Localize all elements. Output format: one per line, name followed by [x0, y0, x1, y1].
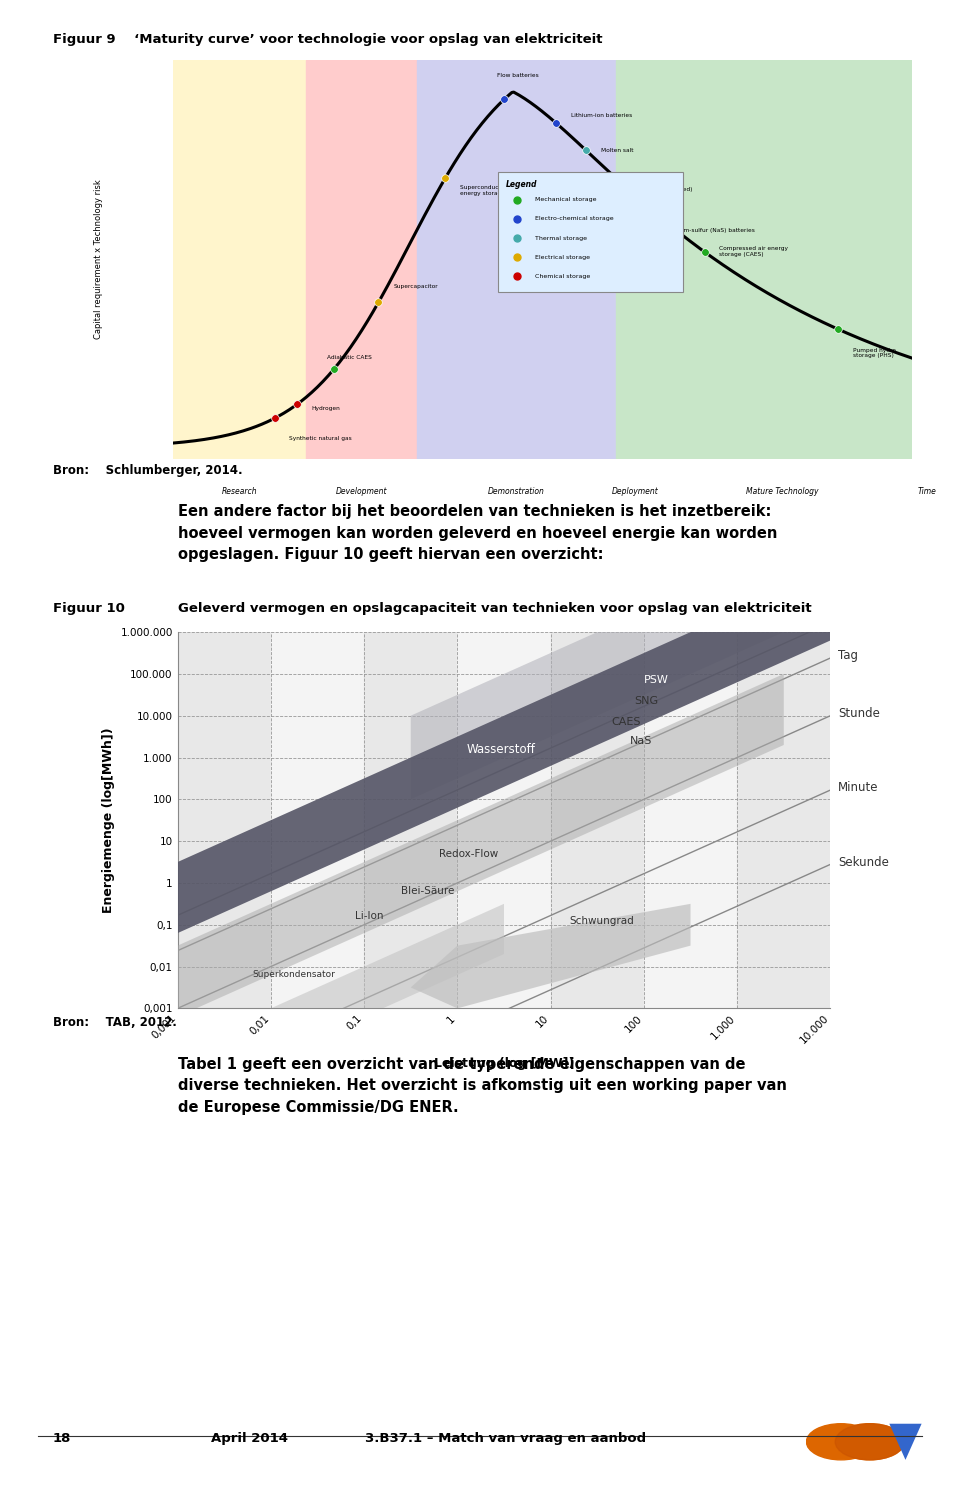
Text: Electrical storage: Electrical storage: [535, 254, 590, 260]
Bar: [737, 632, 830, 1008]
Text: Mechanical storage: Mechanical storage: [535, 197, 596, 202]
Text: Figuur 9    ‘Maturity curve’ voor technologie voor opslag van elektriciteit: Figuur 9 ‘Maturity curve’ voor technolog…: [53, 33, 602, 47]
Bar: [306, 60, 417, 459]
Text: Blei-Säure: Blei-Säure: [401, 886, 455, 897]
Text: Bron:    TAB, 2012.: Bron: TAB, 2012.: [53, 1016, 177, 1029]
Y-axis label: Energiemenge (log[MWh]): Energiemenge (log[MWh]): [102, 727, 115, 914]
Bar: [364, 632, 457, 1008]
Bar: [457, 632, 551, 1008]
Polygon shape: [178, 674, 783, 1017]
Bar: [417, 60, 616, 459]
Text: NaS: NaS: [630, 736, 652, 746]
Bar: [498, 172, 683, 292]
Text: Flow batteries: Flow batteries: [497, 72, 539, 78]
Text: Stunde: Stunde: [838, 707, 879, 719]
Text: Thermal storage: Thermal storage: [535, 236, 587, 241]
Text: Pumped hydro
storage (PHS): Pumped hydro storage (PHS): [852, 348, 896, 358]
Bar: [616, 60, 912, 459]
Text: Synthetic natural gas: Synthetic natural gas: [290, 435, 352, 441]
Circle shape: [806, 1424, 876, 1460]
Text: Deployment: Deployment: [612, 488, 659, 497]
Polygon shape: [411, 905, 690, 1008]
Text: CAES: CAES: [612, 716, 640, 727]
Polygon shape: [178, 905, 504, 1100]
Text: Chemical storage: Chemical storage: [535, 274, 590, 278]
Text: Superconducting magnetic
energy storage (SMES): Superconducting magnetic energy storage …: [460, 185, 540, 196]
Text: Li-Ion: Li-Ion: [355, 912, 383, 921]
Text: Electro-chemical storage: Electro-chemical storage: [535, 217, 613, 221]
Text: Wasserstoff: Wasserstoff: [467, 742, 536, 756]
Circle shape: [835, 1424, 904, 1460]
Bar: [551, 632, 644, 1008]
Text: Legend: Legend: [506, 181, 537, 188]
Bar: [178, 632, 271, 1008]
Text: Research: Research: [222, 488, 257, 497]
Text: Geleverd vermogen en opslagcapaciteit van technieken voor opslag van elektricite: Geleverd vermogen en opslagcapaciteit va…: [178, 602, 811, 616]
Text: Supercapacitor: Supercapacitor: [394, 284, 438, 289]
Text: PSW: PSW: [644, 676, 669, 685]
Text: 3.B37.1 – Match van vraag en aanbod: 3.B37.1 – Match van vraag en aanbod: [365, 1431, 646, 1445]
Text: Mature Technology: Mature Technology: [746, 488, 819, 497]
Text: Demonstration: Demonstration: [488, 488, 545, 497]
Text: Hydrogen: Hydrogen: [312, 406, 341, 411]
Text: Figuur 10: Figuur 10: [53, 602, 125, 616]
Text: Time: Time: [918, 488, 936, 497]
Text: Superkondensator: Superkondensator: [252, 971, 335, 980]
Text: Lithium-ion batteries: Lithium-ion batteries: [571, 113, 633, 117]
Polygon shape: [178, 569, 830, 933]
Text: 18: 18: [53, 1431, 71, 1445]
Bar: [644, 632, 737, 1008]
Polygon shape: [411, 528, 830, 799]
Text: Bron:    Schlumberger, 2014.: Bron: Schlumberger, 2014.: [53, 464, 243, 477]
Text: Sodium-sulfur (NaS) batteries: Sodium-sulfur (NaS) batteries: [667, 229, 756, 233]
Circle shape: [835, 1424, 904, 1460]
Bar: [271, 632, 364, 1008]
Text: Adiabatic CAES: Adiabatic CAES: [326, 355, 372, 360]
Text: Een andere factor bij het beoordelen van technieken is het inzetbereik:
hoeveel : Een andere factor bij het beoordelen van…: [178, 504, 777, 563]
Text: Flywheel (low speed): Flywheel (low speed): [631, 187, 693, 193]
Text: Sekunde: Sekunde: [838, 856, 889, 868]
Polygon shape: [889, 1424, 922, 1460]
Text: Development: Development: [336, 488, 387, 497]
Text: Minute: Minute: [838, 781, 878, 795]
X-axis label: Leistung (log [MW]): Leistung (log [MW]): [434, 1057, 574, 1070]
Text: Tag: Tag: [838, 650, 858, 662]
Text: Schwungrad: Schwungrad: [569, 915, 634, 926]
Text: Redox-Flow: Redox-Flow: [439, 849, 498, 859]
Text: Tabel 1 geeft een overzicht van de typerende eigenschappen van de
diverse techni: Tabel 1 geeft een overzicht van de typer…: [178, 1057, 786, 1115]
Text: Capital requirement x Technology risk: Capital requirement x Technology risk: [94, 179, 104, 340]
Bar: [173, 60, 306, 459]
Text: Molten salt: Molten salt: [601, 147, 634, 152]
Text: Compressed air energy
storage (CAES): Compressed air energy storage (CAES): [719, 247, 788, 257]
Text: SNG: SNG: [635, 697, 659, 706]
Text: April 2014: April 2014: [211, 1431, 288, 1445]
